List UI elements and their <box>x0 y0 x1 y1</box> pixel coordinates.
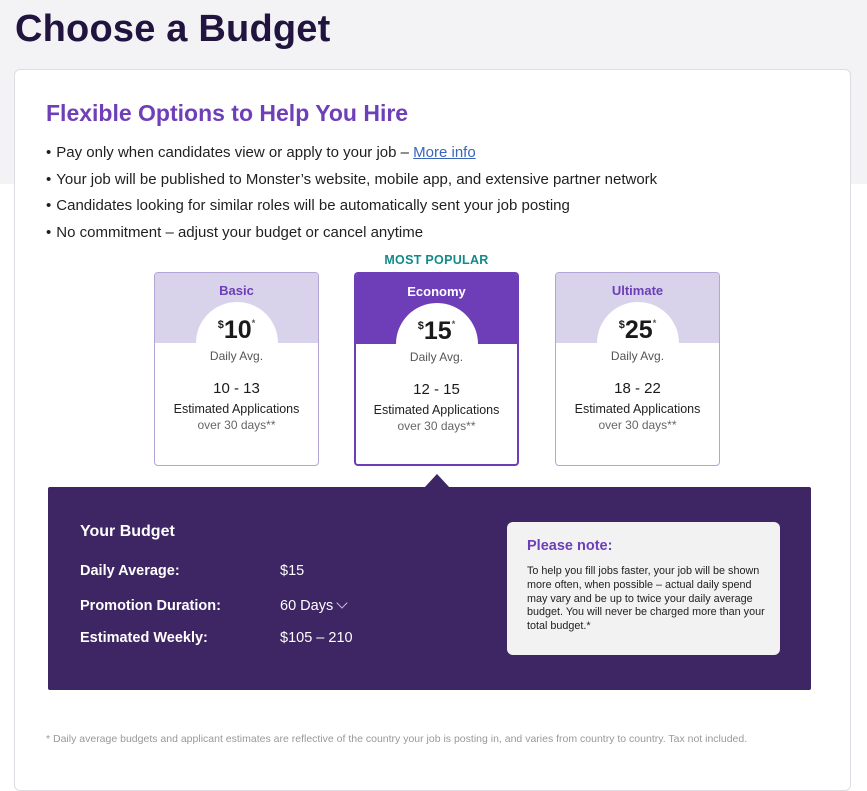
bullet-dot: • <box>46 144 52 161</box>
daily-avg-label: Daily Avg. <box>409 350 464 364</box>
period-label: over 30 days** <box>197 418 276 432</box>
plan-name: Economy <box>407 284 466 299</box>
currency-symbol: $ <box>417 320 424 332</box>
daily-average-value: $15 <box>280 563 305 579</box>
estimated-applications-label: Estimated Applications <box>173 402 300 416</box>
benefit-text: Your job will be published to Monster’s … <box>56 170 658 188</box>
price-asterisk: * <box>451 319 456 329</box>
applications-range: 18 - 22 <box>614 380 661 397</box>
applications-range: 10 - 13 <box>213 380 260 397</box>
applications-range: 12 - 15 <box>413 381 460 398</box>
promotion-duration-select[interactable]: 60 Days <box>280 597 348 614</box>
price-asterisk: * <box>251 318 256 328</box>
promotion-duration-value: 60 Days <box>280 598 334 614</box>
estimated-weekly-value: $105 – 210 <box>280 630 353 646</box>
price-amount: 10 <box>223 316 252 344</box>
period-label: over 30 days** <box>598 418 677 432</box>
daily-avg-label: Daily Avg. <box>209 349 264 363</box>
estimated-weekly-label: Estimated Weekly: <box>80 630 208 646</box>
price-circle <box>195 302 278 384</box>
bullet-dot: • <box>46 197 52 215</box>
promotion-duration-label: Promotion Duration: <box>80 598 221 614</box>
daily-avg-label: Daily Avg. <box>610 349 665 363</box>
plan-name: Ultimate <box>611 283 664 298</box>
daily-average-label: Daily Average: <box>80 563 180 579</box>
plan-price: $25* <box>556 318 719 343</box>
plan-name: Basic <box>219 283 254 298</box>
budget-title: Your Budget <box>80 523 175 540</box>
chevron-down-icon <box>336 597 348 609</box>
budget-summary-panel: Your Budget Daily Average: $15 Promotion… <box>48 487 811 690</box>
estimated-applications-label: Estimated Applications <box>574 402 701 416</box>
plan-card-economy[interactable]: Economy $15* Daily Avg. 12 - 15 Estimate… <box>354 272 519 466</box>
price-circle <box>395 303 478 385</box>
benefit-item: • Pay only when candidates view or apply … <box>46 140 657 167</box>
footnote: * Daily average budgets and applicant es… <box>46 733 748 745</box>
benefit-text: Candidates looking for similar roles wil… <box>56 197 570 215</box>
page-title: Choose a Budget <box>15 8 331 50</box>
budget-pointer-arrow <box>424 474 450 488</box>
bullet-dot: • <box>46 170 52 188</box>
bullet-dot: • <box>46 224 52 242</box>
note-text: To help you fill jobs faster, your job w… <box>527 565 765 633</box>
benefit-text: Pay only when candidates view or apply t… <box>56 144 409 161</box>
plan-price: $15* <box>356 319 517 344</box>
benefit-item: • Your job will be published to Monster’s… <box>46 167 657 194</box>
note-title: Please note: <box>527 538 613 554</box>
most-popular-label: MOST POPULAR <box>384 253 489 267</box>
period-label: over 30 days** <box>397 419 476 433</box>
price-amount: 25 <box>624 316 653 344</box>
benefits-list: • Pay only when candidates view or apply … <box>46 140 657 247</box>
more-info-link[interactable]: More info <box>413 144 476 161</box>
estimated-applications-label: Estimated Applications <box>373 403 500 417</box>
price-asterisk: * <box>652 318 657 328</box>
currency-symbol: $ <box>217 319 224 331</box>
section-subtitle: Flexible Options to Help You Hire <box>46 100 409 126</box>
benefit-text: No commitment – adjust your budget or ca… <box>56 224 424 242</box>
please-note-box: Please note: To help you fill jobs faste… <box>507 522 780 655</box>
price-amount: 15 <box>423 317 452 345</box>
benefit-item: • Candidates looking for similar roles wi… <box>46 193 657 220</box>
benefit-item: • No commitment – adjust your budget or c… <box>46 220 657 247</box>
currency-symbol: $ <box>618 319 625 331</box>
plan-card-ultimate[interactable]: Ultimate $25* Daily Avg. 18 - 22 Estimat… <box>555 272 720 466</box>
price-circle <box>596 302 679 384</box>
plan-card-basic[interactable]: Basic $10* Daily Avg. 10 - 13 Estimated … <box>154 272 319 466</box>
plan-price: $10* <box>155 318 318 343</box>
